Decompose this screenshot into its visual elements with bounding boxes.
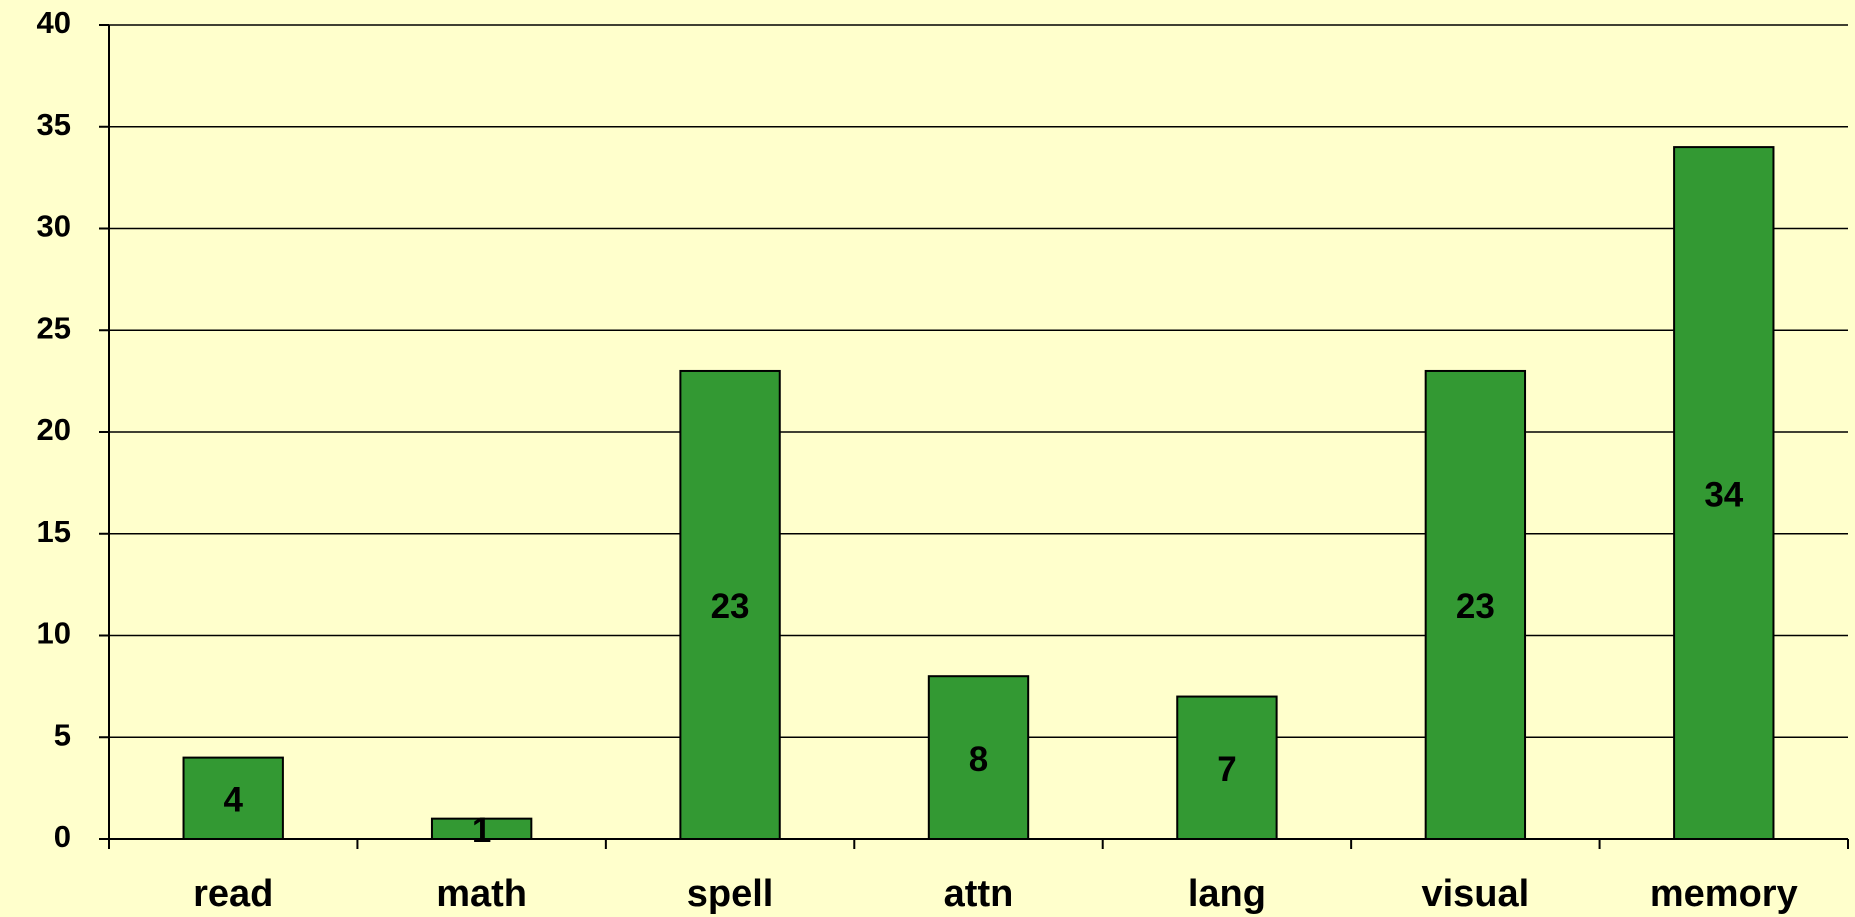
x-tick-label: attn [944, 873, 1014, 915]
y-tick-label: 5 [54, 717, 71, 752]
x-tick-label: math [436, 873, 527, 915]
bar [1424, 369, 1527, 840]
y-tick-label: 10 [37, 616, 71, 651]
data-label: 23 [1456, 587, 1495, 626]
data-label: 4 [223, 781, 243, 820]
x-tick-label: read [193, 873, 273, 915]
x-tick-label: spell [687, 873, 774, 915]
data-label: 23 [711, 587, 750, 626]
data-label: 7 [1217, 750, 1236, 789]
y-tick-label: 35 [37, 107, 71, 142]
bar [182, 756, 284, 840]
bar [1673, 146, 1775, 841]
y-tick-label: 25 [37, 310, 71, 345]
bar [679, 369, 781, 840]
y-tick-label: 40 [37, 5, 71, 40]
y-tick-label: 0 [54, 819, 71, 854]
y-tick-label: 15 [37, 514, 71, 549]
x-tick-label: visual [1421, 873, 1529, 915]
data-label: 1 [472, 811, 491, 850]
y-tick-label: 20 [37, 412, 71, 447]
data-label: 8 [969, 740, 988, 779]
x-tick-label: lang [1188, 873, 1266, 915]
x-tick-label: memory [1650, 873, 1798, 915]
y-tick-label: 30 [37, 209, 71, 244]
bar [1176, 695, 1278, 840]
data-label: 34 [1704, 475, 1743, 514]
